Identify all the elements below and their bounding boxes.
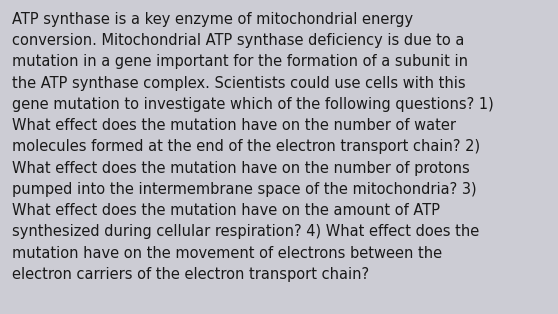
Text: ATP synthase is a key enzyme of mitochondrial energy
conversion. Mitochondrial A: ATP synthase is a key enzyme of mitochon…: [12, 12, 494, 282]
